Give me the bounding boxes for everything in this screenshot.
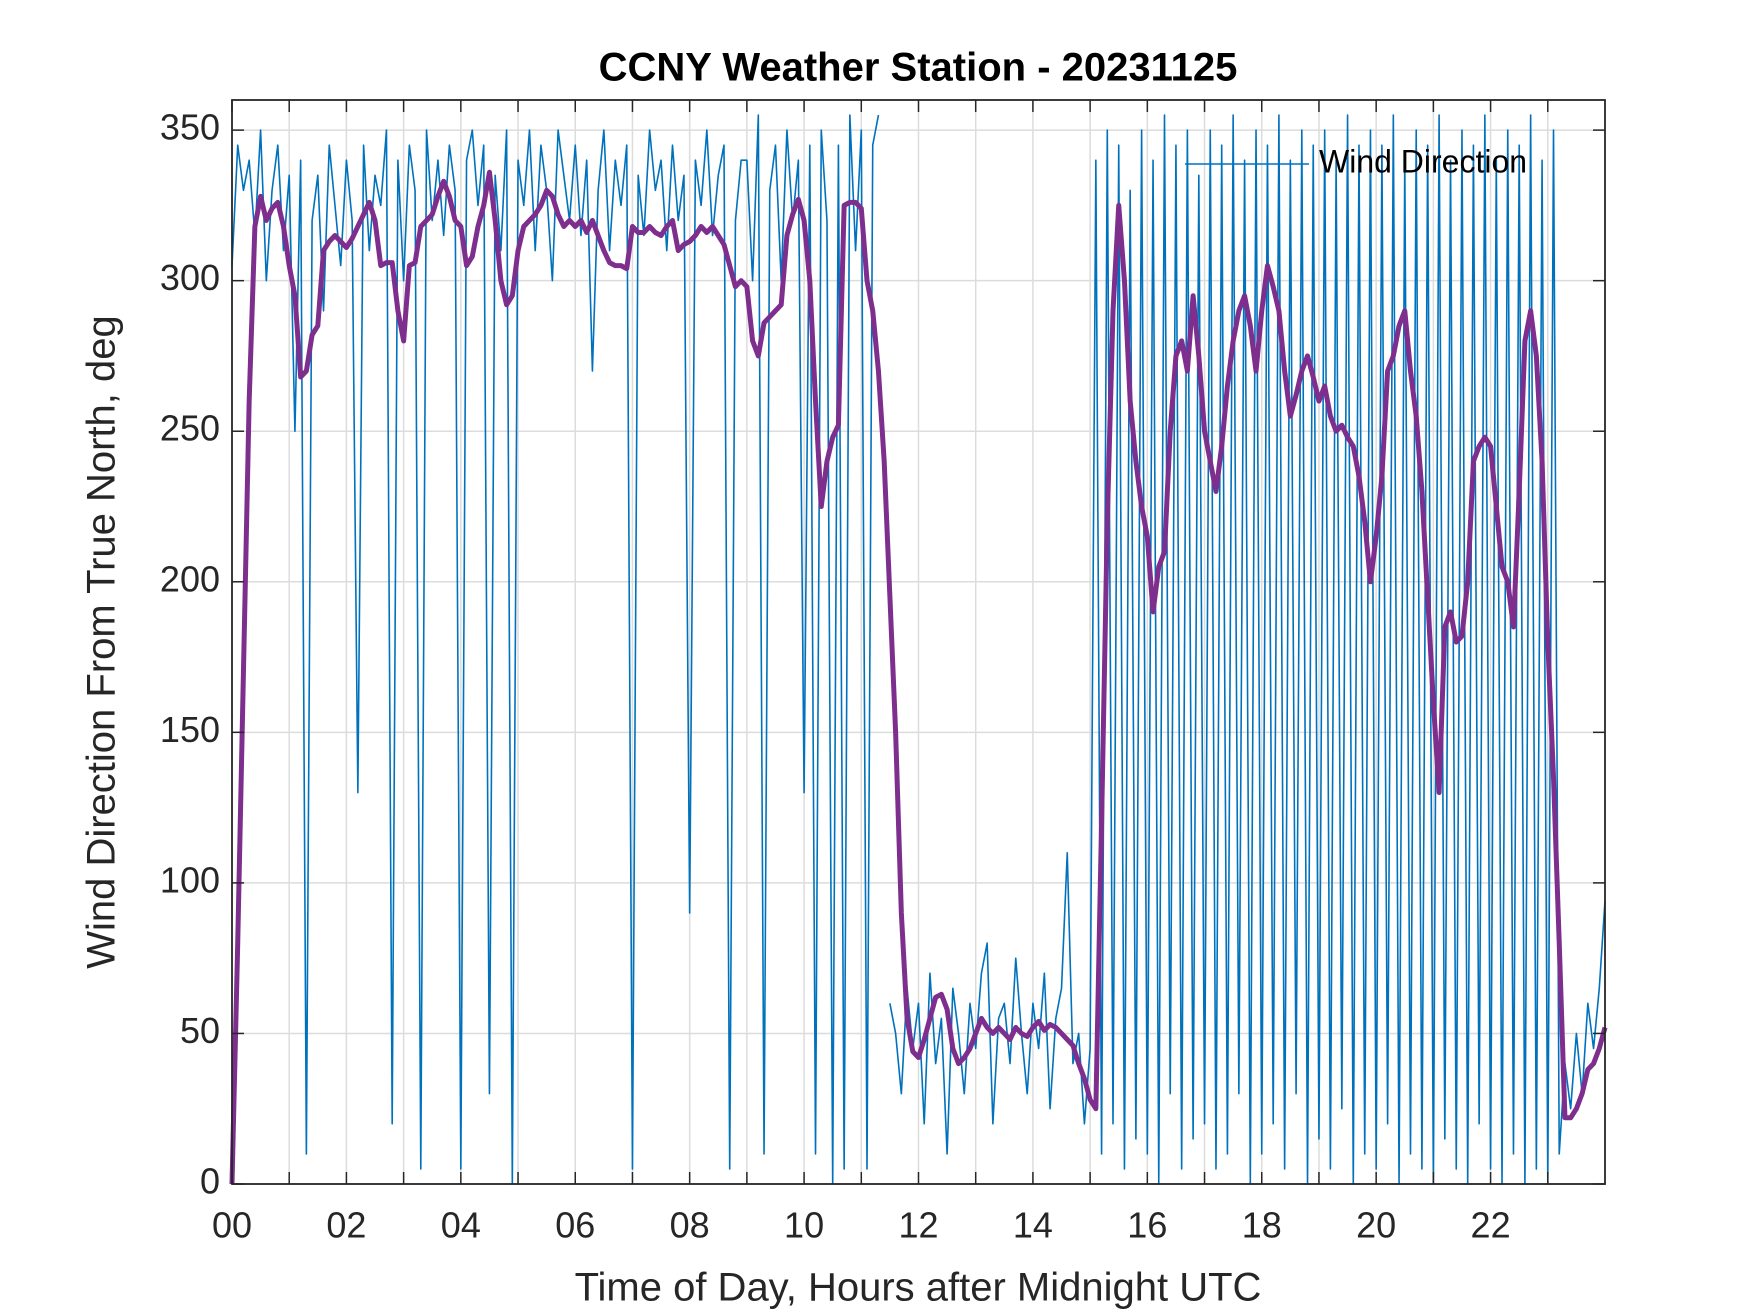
y-tick-label: 50 [180,1010,220,1051]
x-tick-label: 08 [670,1205,710,1246]
y-tick-label: 300 [160,257,220,298]
y-tick-label: 100 [160,859,220,900]
legend: Wind Direction [1185,143,1527,179]
legend-label: Wind Direction [1319,143,1527,179]
x-tick-label: 04 [441,1205,481,1246]
x-tick-label: 02 [326,1205,366,1246]
y-tick-label: 350 [160,107,220,148]
x-tick-label: 06 [555,1205,595,1246]
x-tick-label: 10 [784,1205,824,1246]
x-axis-label: Time of Day, Hours after Midnight UTC [575,1266,1262,1310]
x-tick-label: 00 [212,1205,252,1246]
y-tick-label: 0 [200,1161,220,1202]
x-tick-label: 20 [1356,1205,1396,1246]
y-tick-label: 150 [160,709,220,750]
y-tick-label: 200 [160,558,220,599]
series-line [229,169,1608,1185]
x-tick-label: 16 [1127,1205,1167,1246]
axes: 0 50 100 150 200 250 300 350 00 02 04 06 08 10 12 14 16 1… [160,99,1606,1246]
x-tick-label: 14 [1013,1205,1053,1246]
x-tick-label: 18 [1242,1205,1282,1246]
x-tick-label: 22 [1471,1205,1511,1246]
x-tick-label: 12 [898,1205,938,1246]
chart-title: CCNY Weather Station - 20231125 [599,46,1238,90]
y-axis-label: Wind Direction From True North, deg [80,315,124,969]
y-tick-label: 250 [160,408,220,449]
lines [229,114,1608,1185]
grid [231,100,1605,1185]
axes-frame [231,99,1606,1185]
